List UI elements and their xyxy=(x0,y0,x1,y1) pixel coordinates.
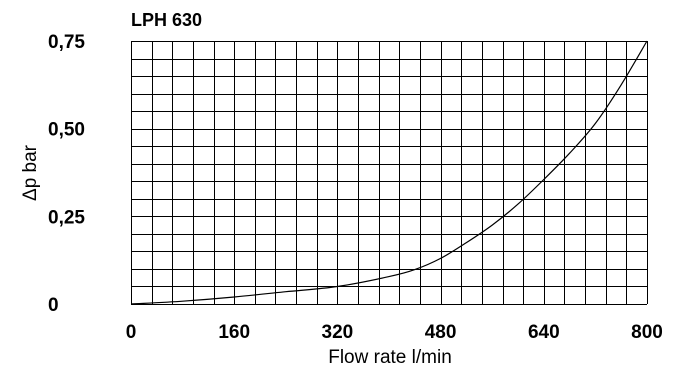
x-tick-label: 800 xyxy=(631,322,663,343)
x-tick-label: 640 xyxy=(528,322,560,343)
x-axis-ticks: 0 160 320 480 640 800 xyxy=(126,322,663,343)
x-tick-label: 320 xyxy=(322,322,354,343)
y-tick-label: 0,50 xyxy=(48,120,85,141)
y-tick-label: 0 xyxy=(48,295,59,316)
y-axis-ticks: 0 0,25 0,50 0,75 xyxy=(48,32,85,316)
chart-title: LPH 630 xyxy=(131,10,202,30)
curves xyxy=(130,40,648,305)
grid xyxy=(131,41,648,305)
x-tick-label: 480 xyxy=(425,322,457,343)
x-tick-label: 160 xyxy=(218,322,250,343)
x-tick-label: 0 xyxy=(126,322,137,343)
series-line-0 xyxy=(130,40,648,305)
y-axis-title: Δp bar xyxy=(20,144,41,201)
x-axis-title: Flow rate l/min xyxy=(328,347,452,368)
y-tick-label: 0,75 xyxy=(48,32,85,53)
y-tick-label: 0,25 xyxy=(48,207,85,228)
